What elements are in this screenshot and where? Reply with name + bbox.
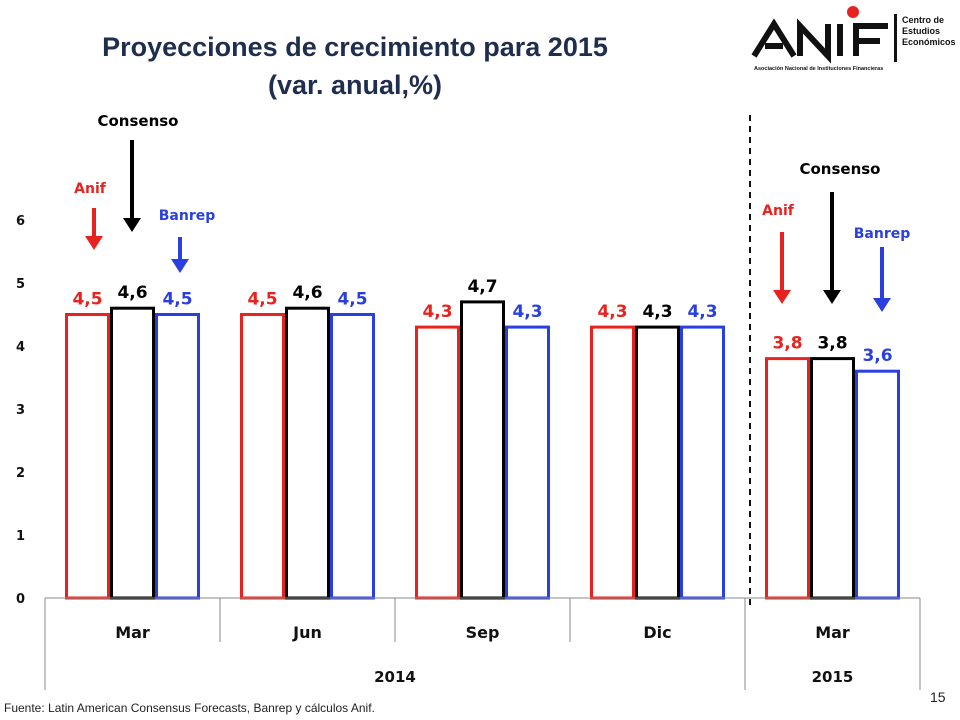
data-label-banrep-4: 4,3 [687, 302, 717, 322]
bar-consenso-4 [635, 325, 680, 600]
data-label-banrep-1: 4,5 [162, 290, 192, 310]
y-tick-label-1: 1 [16, 529, 25, 544]
x-tick-label-2: Jun [292, 623, 322, 642]
bar-banrep-4 [680, 325, 725, 600]
arrow-banrep-2015-head [873, 298, 891, 312]
data-label-anif-5: 3,8 [772, 334, 802, 354]
data-label-banrep-3: 4,3 [512, 302, 542, 322]
logo-side-line-1: Centro de [902, 15, 944, 25]
y-tick-label-2: 2 [16, 466, 25, 481]
arrow-anif-2014-head [85, 236, 103, 250]
axis-layer: 0 1 2 3 4 5 6 Mar Jun Sep Dic Mar 2014 2015 [16, 214, 921, 690]
bar-banrep-1 [155, 313, 200, 600]
bar-anif-5 [765, 357, 810, 600]
data-label-anif-2: 4,5 [247, 290, 277, 310]
logo-tagline: Asociación Nacional de Instituciones Fin… [754, 66, 883, 72]
logo-side-line-3: Económicos [902, 37, 956, 47]
annotation-anif-2014: Anif [74, 181, 107, 197]
data-label-anif-4: 4,3 [597, 302, 627, 322]
page-number: 15 [930, 689, 946, 705]
bars-layer [65, 300, 900, 600]
data-label-consenso-1: 4,6 [117, 283, 147, 303]
y-tick-label-5: 5 [16, 277, 25, 292]
x-tick-label-1: Mar [115, 623, 150, 642]
bar-anif-1 [65, 313, 110, 600]
data-label-consenso-4: 4,3 [642, 302, 672, 322]
data-label-consenso-2: 4,6 [292, 283, 322, 303]
bar-banrep-5 [855, 369, 900, 600]
bar-anif-4 [590, 325, 635, 600]
arrow-banrep-2014-head [171, 259, 189, 273]
annotation-banrep-2015: Banrep [854, 226, 911, 242]
bar-consenso-3 [460, 300, 505, 600]
bar-banrep-3 [505, 325, 550, 600]
title-line-2: (var. anual,%) [267, 70, 443, 100]
bar-banrep-2 [330, 313, 375, 600]
data-label-anif-3: 4,3 [422, 302, 452, 322]
data-label-consenso-3: 4,7 [467, 277, 497, 297]
group-label-2014: 2014 [374, 668, 416, 686]
source-note: Fuente: Latin American Consensus Forecas… [4, 701, 375, 715]
x-tick-label-5: Mar [815, 623, 850, 642]
chart-title: Proyecciones de crecimiento para 2015 (v… [40, 28, 670, 104]
annotation-consenso-2014: Consenso [97, 112, 178, 130]
bar-consenso-1 [110, 306, 155, 600]
annotations-layer: Consenso Anif Banrep Consenso Anif Banrep [74, 112, 910, 608]
y-tick-label-3: 3 [16, 403, 25, 418]
data-labels-layer: 4,5 4,5 4,3 4,3 3,8 4,6 4,6 4,7 4,3 3,8 4,5 4,5 4,3 4… [72, 277, 892, 366]
arrow-anif-2015-head [773, 290, 791, 304]
anif-logo: Centro de Estudios Económicos Asociación… [751, 6, 956, 72]
x-tick-label-4: Dic [643, 623, 671, 642]
annotation-anif-2015: Anif [762, 203, 795, 219]
y-tick-label-0: 0 [16, 592, 25, 607]
bar-anif-2 [240, 313, 285, 600]
logo-side-line-2: Estudios [902, 26, 940, 36]
x-tick-label-3: Sep [466, 623, 500, 642]
bar-consenso-2 [285, 306, 330, 600]
y-tick-label-6: 6 [16, 214, 25, 229]
title-line-1: Proyecciones de crecimiento para 2015 [102, 32, 608, 62]
data-label-banrep-5: 3,6 [862, 346, 892, 366]
logo-dot [847, 6, 859, 18]
bar-anif-3 [415, 325, 460, 600]
annotation-consenso-2015: Consenso [799, 160, 880, 178]
arrow-consenso-2015-head [823, 290, 841, 304]
logo-divider [894, 14, 897, 62]
y-tick-label-4: 4 [16, 340, 25, 355]
logo-wordmark [751, 18, 888, 64]
bar-consenso-5 [810, 357, 855, 600]
data-label-consenso-5: 3,8 [817, 334, 847, 354]
data-label-anif-1: 4,5 [72, 290, 102, 310]
data-label-banrep-2: 4,5 [337, 290, 367, 310]
annotation-banrep-2014: Banrep [159, 208, 216, 224]
group-label-2015: 2015 [812, 668, 854, 686]
arrow-consenso-2014-head [123, 218, 141, 232]
